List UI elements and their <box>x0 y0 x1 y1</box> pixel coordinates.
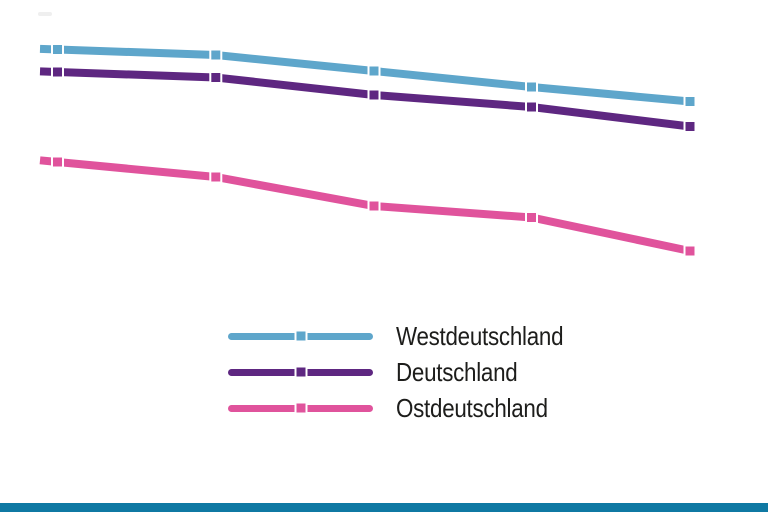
data-point-marker <box>51 65 64 79</box>
legend-swatch-marker <box>294 365 307 379</box>
legend-swatch-line <box>228 401 373 415</box>
legend-swatch-line <box>228 329 373 343</box>
legend-item-westdeutschland: Westdeutschland <box>228 318 590 354</box>
legend-swatch-marker <box>294 329 307 343</box>
footer-accent-bar <box>0 503 768 512</box>
legend-swatch-line <box>228 365 373 379</box>
data-point-marker <box>209 170 223 184</box>
series-line-deutschland <box>39 67 691 131</box>
data-point-marker <box>209 48 223 62</box>
legend-item-ostdeutschland: Ostdeutschland <box>228 390 590 426</box>
data-point-marker <box>683 244 697 258</box>
data-point-marker <box>683 95 697 108</box>
chart-legend: Westdeutschland Deutschland Ostdeutschla… <box>228 318 590 426</box>
data-point-marker <box>51 43 64 56</box>
legend-label: Deutschland <box>396 357 518 387</box>
legend-label: Westdeutschland <box>396 321 564 351</box>
data-point-marker <box>367 199 381 213</box>
data-point-marker <box>367 64 381 78</box>
line-chart <box>39 43 697 258</box>
watermark-mark <box>38 12 52 16</box>
data-point-marker <box>683 120 697 133</box>
legend-item-deutschland: Deutschland <box>228 354 590 390</box>
series-line-ostdeutschland <box>39 156 691 255</box>
data-point-marker <box>367 88 381 102</box>
legend-label: Ostdeutschland <box>396 393 548 423</box>
data-point-marker <box>51 155 64 169</box>
data-point-marker <box>525 80 538 94</box>
data-point-marker <box>209 71 223 84</box>
legend-swatch-marker <box>294 401 307 415</box>
data-point-marker <box>525 211 538 224</box>
data-point-marker <box>525 100 538 114</box>
